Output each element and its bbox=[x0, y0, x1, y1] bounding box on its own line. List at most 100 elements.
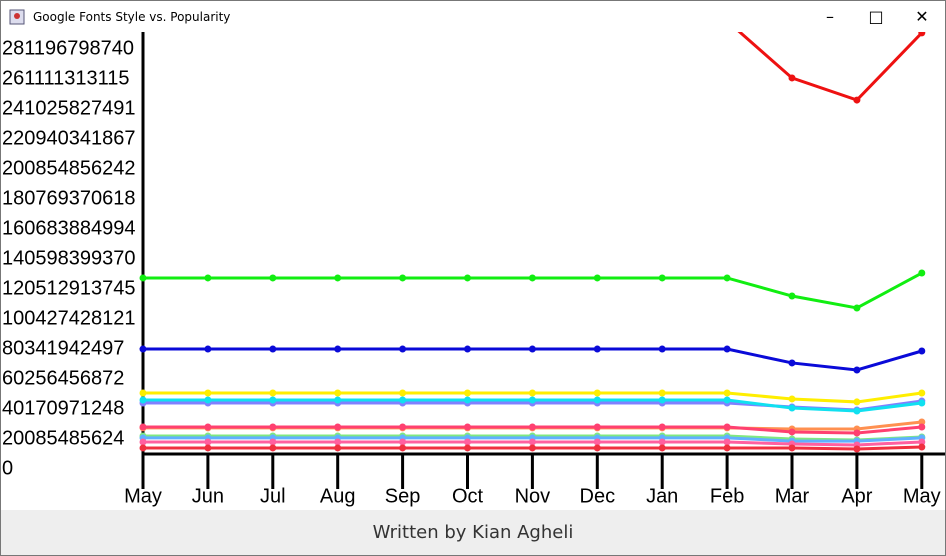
data-point bbox=[658, 396, 666, 404]
data-point bbox=[334, 438, 342, 446]
y-tick-label: 261111313115 bbox=[2, 67, 130, 89]
data-point bbox=[139, 438, 147, 446]
data-point bbox=[269, 389, 277, 397]
y-tick-label: 0 bbox=[2, 457, 13, 479]
data-point bbox=[528, 438, 536, 446]
data-point bbox=[528, 345, 536, 353]
data-point bbox=[918, 438, 926, 446]
data-point bbox=[853, 407, 861, 415]
data-point bbox=[593, 345, 601, 353]
data-point bbox=[464, 389, 471, 397]
data-point bbox=[269, 438, 277, 446]
data-point bbox=[723, 345, 731, 353]
data-point bbox=[788, 359, 796, 367]
data-point bbox=[204, 274, 212, 282]
data-point bbox=[593, 389, 601, 397]
data-point bbox=[334, 389, 342, 397]
x-tick-label: Aug bbox=[320, 485, 356, 507]
data-point bbox=[593, 396, 601, 404]
plot-area bbox=[139, 32, 926, 453]
data-point bbox=[918, 347, 926, 355]
data-point bbox=[399, 274, 407, 282]
data-point bbox=[139, 274, 147, 282]
data-point bbox=[723, 423, 731, 431]
data-point bbox=[528, 444, 536, 452]
data-point bbox=[269, 274, 277, 282]
data-point bbox=[528, 389, 536, 397]
data-point bbox=[658, 438, 666, 446]
title-bar: Google Fonts Style vs. Popularity – □ ✕ bbox=[1, 1, 945, 32]
data-point bbox=[399, 444, 407, 452]
data-point bbox=[204, 423, 212, 431]
chart: 0 20085485624 40170971248 60256456872 803419… bbox=[2, 32, 945, 507]
maximize-button[interactable]: □ bbox=[868, 7, 884, 26]
data-point bbox=[853, 304, 861, 312]
data-point bbox=[139, 389, 147, 397]
data-point bbox=[464, 274, 471, 282]
y-tick-label: 60256456872 bbox=[2, 367, 124, 389]
x-tick-label: Nov bbox=[515, 485, 551, 507]
data-point bbox=[853, 366, 861, 374]
data-point bbox=[918, 32, 926, 37]
data-point bbox=[139, 423, 147, 431]
data-point bbox=[204, 444, 212, 452]
data-point bbox=[139, 396, 147, 404]
data-point bbox=[464, 438, 471, 446]
data-point bbox=[399, 396, 407, 404]
data-point bbox=[269, 423, 277, 431]
app-icon bbox=[9, 9, 25, 24]
data-point bbox=[269, 345, 277, 353]
x-tick-label: Apr bbox=[841, 485, 872, 507]
x-tick-label: May bbox=[903, 485, 941, 507]
data-point bbox=[853, 445, 861, 453]
y-tick-label: 241025827491 bbox=[2, 97, 135, 119]
data-point bbox=[658, 389, 666, 397]
data-point bbox=[204, 389, 212, 397]
data-point bbox=[528, 423, 536, 431]
data-point bbox=[788, 395, 796, 403]
data-point bbox=[788, 292, 796, 300]
data-point bbox=[269, 396, 277, 404]
y-tick-label: 40170971248 bbox=[2, 397, 124, 419]
data-point bbox=[399, 423, 407, 431]
x-tick-label: Feb bbox=[710, 485, 744, 507]
data-point bbox=[399, 389, 407, 397]
data-point bbox=[853, 96, 861, 104]
data-point bbox=[334, 396, 342, 404]
data-point bbox=[918, 389, 926, 397]
data-point bbox=[853, 429, 861, 437]
data-point bbox=[723, 274, 731, 282]
data-point bbox=[853, 398, 861, 406]
data-point bbox=[593, 423, 601, 431]
data-point bbox=[334, 274, 342, 282]
minimize-button[interactable]: – bbox=[826, 7, 834, 26]
data-point bbox=[593, 444, 601, 452]
x-tick-label: Mar bbox=[775, 485, 810, 507]
x-tick-label: May bbox=[124, 485, 162, 507]
y-tick-label: 120512913745 bbox=[2, 277, 135, 299]
x-tick-label: Jul bbox=[260, 485, 286, 507]
y-tick-label: 220940341867 bbox=[2, 127, 135, 149]
data-point bbox=[528, 396, 536, 404]
data-point bbox=[918, 418, 926, 426]
data-point bbox=[464, 396, 471, 404]
data-point bbox=[334, 345, 342, 353]
data-point bbox=[658, 444, 666, 452]
close-button[interactable]: ✕ bbox=[915, 7, 929, 26]
y-tick-label: 80341942497 bbox=[2, 337, 124, 359]
x-tick-label: Jan bbox=[646, 485, 678, 507]
data-point bbox=[723, 389, 731, 397]
data-point bbox=[399, 345, 407, 353]
data-point bbox=[269, 444, 277, 452]
data-point bbox=[658, 274, 666, 282]
data-point bbox=[918, 423, 926, 431]
data-point bbox=[464, 345, 471, 353]
x-tick-label: Dec bbox=[580, 485, 616, 507]
x-tick-label: Sep bbox=[385, 485, 421, 507]
data-point bbox=[918, 269, 926, 277]
y-tick-label: 281196798740 bbox=[2, 37, 134, 59]
data-point bbox=[399, 438, 407, 446]
data-point bbox=[918, 443, 926, 451]
data-point bbox=[788, 428, 796, 436]
data-point bbox=[593, 438, 601, 446]
